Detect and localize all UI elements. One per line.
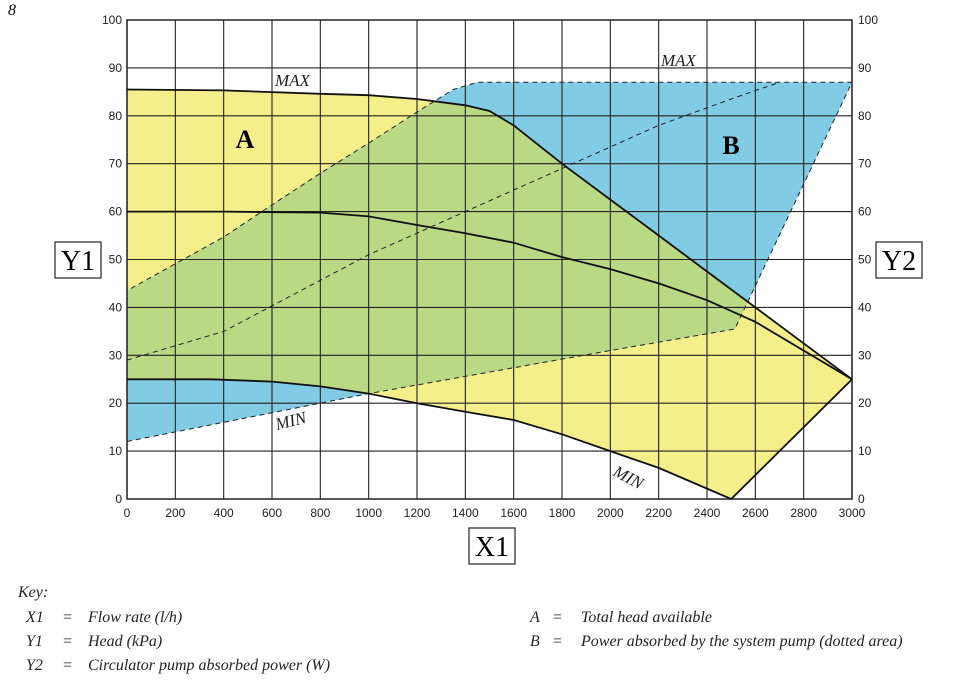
x-tick-label: 400 [214, 506, 234, 520]
y2-tick-label: 0 [858, 492, 865, 506]
x1-axis-label: X1 [475, 532, 509, 563]
figure-number: 8 [8, 2, 16, 19]
x1-axis-label-box [468, 527, 516, 565]
y1-tick-label: 30 [109, 348, 123, 362]
y2-tick-label: 50 [858, 253, 872, 267]
head-curve-max [126, 88, 853, 381]
key-symbol: B [530, 633, 540, 650]
key-equals: = [552, 633, 563, 650]
x-tick-label: 1400 [452, 506, 479, 520]
y2-axis-label-box [875, 241, 923, 279]
x-tick-label: 2600 [742, 506, 769, 520]
x-tick-label: 2200 [645, 506, 672, 520]
y2-tick-label: 100 [858, 13, 878, 27]
y2-tick-label: 60 [858, 205, 872, 219]
x-tick-label: 200 [165, 506, 185, 520]
y1-tick-label: 60 [109, 205, 123, 219]
key-text: Flow rate (l/h) [88, 609, 183, 626]
x-tick-label: 2000 [597, 506, 624, 520]
key-symbol: Y2 [26, 657, 43, 674]
key-symbol: X1 [26, 609, 44, 626]
y1-axis-label: Y1 [61, 246, 95, 277]
y1-tick-label: 0 [115, 492, 122, 506]
x-tick-label: 600 [262, 506, 282, 520]
head-max-label: MAX [274, 71, 311, 90]
y2-tick-label: 10 [858, 444, 872, 458]
y1-tick-label: 40 [109, 300, 123, 314]
x-tick-label: 1000 [355, 506, 382, 520]
key-text: Total head available [581, 609, 712, 626]
x-tick-label: 2400 [694, 506, 721, 520]
power-area-outline [126, 81, 853, 442]
y2-tick-label: 80 [858, 109, 872, 123]
key-equals: = [62, 633, 73, 650]
y1-tick-label: 80 [109, 109, 123, 123]
y2-axis-label: Y2 [882, 246, 916, 277]
key-symbol: Y1 [26, 633, 43, 650]
x-tick-label: 1200 [404, 506, 431, 520]
x-tick-label: 1600 [500, 506, 527, 520]
y1-axis-label-box [54, 241, 102, 279]
y1-tick-label: 20 [109, 396, 123, 410]
y1-tick-label: 90 [109, 61, 123, 75]
y1-tick-label: 70 [109, 157, 123, 171]
y2-tick-label: 40 [858, 300, 872, 314]
key-text: Head (kPa) [88, 633, 163, 650]
power-curve-mid [126, 81, 780, 361]
key-equals: = [62, 609, 73, 626]
x-tick-label: 800 [310, 506, 330, 520]
key-title: Key: [18, 584, 49, 601]
head-curve-mid [127, 210, 853, 381]
power-max-label: MAX [660, 51, 697, 70]
y1-tick-label: 100 [102, 13, 122, 27]
plot-frame [126, 19, 853, 500]
y1-tick-label: 10 [109, 444, 123, 458]
key-equals: = [62, 657, 73, 674]
y2-tick-label: 20 [858, 396, 872, 410]
key-text: Circulator pump absorbed power (W) [88, 657, 331, 674]
y2-tick-label: 70 [858, 157, 872, 171]
head-min-label: MIN [609, 461, 648, 494]
region-label-a: A [236, 125, 255, 154]
region-label-b: B [722, 131, 739, 160]
x-tick-label: 1800 [549, 506, 576, 520]
x-tick-label: 2800 [790, 506, 817, 520]
y1-tick-label: 50 [109, 253, 123, 267]
x-tick-label: 0 [124, 506, 131, 520]
y2-tick-label: 30 [858, 348, 872, 362]
head-curve-min [127, 378, 853, 501]
x-tick-label: 3000 [839, 506, 866, 520]
key-equals: = [552, 609, 563, 626]
y2-tick-label: 90 [858, 61, 872, 75]
key-text: Power absorbed by the system pump (dotte… [581, 633, 903, 650]
key-symbol: A [530, 609, 540, 626]
